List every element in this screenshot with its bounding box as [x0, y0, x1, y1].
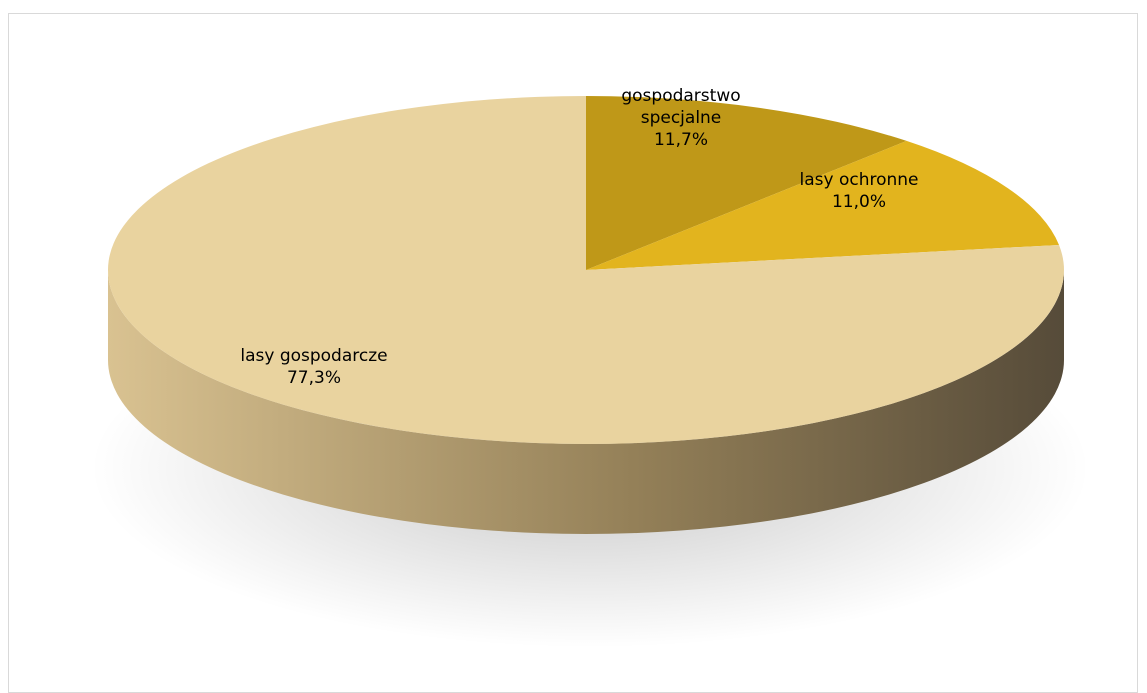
- pie-slice-gospodarstwo-specjalne: [586, 96, 907, 270]
- slice-label-gospodarstwo-specjalne: gospodarstwo specjalne 11,7%: [621, 86, 740, 150]
- slice-label-lasy-ochronne: lasy ochronne 11,0%: [799, 170, 918, 212]
- pie-slice-lasy-gospodarcze: [107, 96, 1064, 444]
- pie-slice-lasy-ochronne: [586, 140, 1060, 270]
- pie-side-wall: [108, 270, 1064, 534]
- pie-chart: gospodarstwo specjalne 11,7% lasy ochronne 1…: [90, 86, 1090, 648]
- slice-label-lasy-gospodarcze: lasy gospodarcze 77,3%: [240, 346, 387, 388]
